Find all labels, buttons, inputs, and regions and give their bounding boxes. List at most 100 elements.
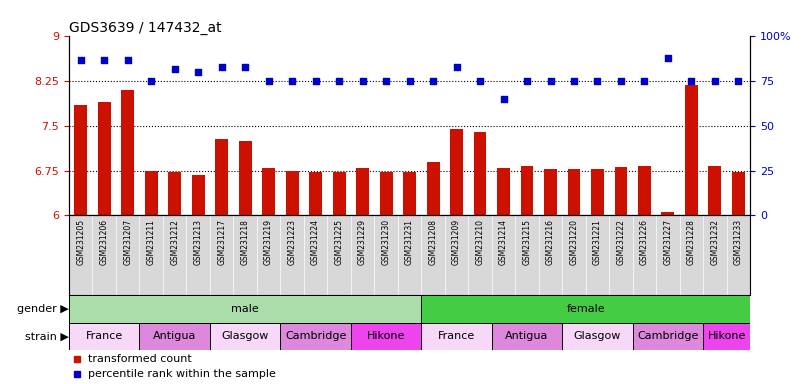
Bar (403, 172, 416, 215)
Bar (491, 323, 562, 350)
Text: Glasgow: Glasgow (221, 331, 268, 341)
Text: GSM231220: GSM231220 (569, 219, 578, 265)
Bar (497, 167, 510, 215)
Text: percentile rank within the sample: percentile rank within the sample (88, 369, 276, 379)
Text: female: female (566, 304, 605, 314)
Bar (144, 170, 157, 215)
Text: male: male (231, 304, 259, 314)
Point (121, 57, 134, 63)
Bar (351, 323, 421, 350)
Point (285, 78, 298, 84)
Text: Hikone: Hikone (367, 331, 406, 341)
Point (144, 78, 157, 84)
Text: France: France (85, 331, 122, 341)
Point (497, 96, 510, 102)
Bar (568, 169, 581, 215)
Point (615, 78, 628, 84)
Bar (121, 90, 134, 215)
Point (568, 78, 581, 84)
Bar (591, 169, 604, 215)
Text: Glasgow: Glasgow (574, 331, 621, 341)
Text: GSM231209: GSM231209 (452, 219, 461, 265)
Text: GSM231225: GSM231225 (335, 219, 344, 265)
Point (732, 78, 745, 84)
Point (309, 78, 322, 84)
Bar (285, 171, 298, 215)
Text: GSM231227: GSM231227 (663, 219, 672, 265)
Text: GSM231222: GSM231222 (616, 219, 625, 265)
Text: GSM231223: GSM231223 (288, 219, 297, 265)
Bar (210, 323, 281, 350)
Text: GSM231229: GSM231229 (358, 219, 367, 265)
Text: GSM231211: GSM231211 (147, 219, 156, 265)
Bar (709, 166, 722, 215)
Point (544, 78, 557, 84)
Text: GDS3639 / 147432_at: GDS3639 / 147432_at (69, 22, 221, 35)
Point (97, 57, 110, 63)
Bar (562, 323, 633, 350)
Text: GSM231232: GSM231232 (710, 219, 719, 265)
Bar (380, 172, 393, 215)
Point (380, 78, 393, 84)
Bar (474, 132, 487, 215)
Text: Hikone: Hikone (707, 331, 746, 341)
Text: GSM231217: GSM231217 (217, 219, 226, 265)
Point (333, 78, 345, 84)
Bar (615, 167, 628, 215)
Text: GSM231207: GSM231207 (123, 219, 132, 265)
Point (450, 64, 463, 70)
Text: GSM231233: GSM231233 (734, 219, 743, 265)
Point (238, 64, 251, 70)
Text: GSM231224: GSM231224 (311, 219, 320, 265)
Bar (732, 172, 744, 215)
Point (521, 78, 534, 84)
Text: Cambridge: Cambridge (285, 331, 346, 341)
Text: France: France (438, 331, 475, 341)
Point (74, 57, 87, 63)
Bar (450, 129, 463, 215)
Text: gender ▶: gender ▶ (17, 304, 69, 314)
Bar (421, 323, 491, 350)
Bar (421, 295, 750, 323)
Text: GSM231206: GSM231206 (100, 219, 109, 265)
Text: GSM231219: GSM231219 (264, 219, 273, 265)
Bar (521, 166, 534, 215)
Bar (238, 141, 251, 215)
Bar (685, 85, 698, 215)
Text: Antigua: Antigua (153, 331, 196, 341)
Bar (309, 172, 322, 215)
Text: GSM231218: GSM231218 (241, 219, 250, 265)
Text: GSM231208: GSM231208 (428, 219, 438, 265)
Point (403, 78, 416, 84)
Bar (333, 172, 345, 215)
Text: Antigua: Antigua (505, 331, 549, 341)
Bar (139, 323, 210, 350)
Bar (69, 295, 421, 323)
Bar (703, 323, 750, 350)
Bar (168, 172, 181, 215)
Bar (662, 212, 675, 215)
Point (662, 55, 675, 61)
Bar (281, 323, 351, 350)
Bar (262, 167, 275, 215)
Text: strain ▶: strain ▶ (25, 331, 69, 341)
Point (168, 66, 181, 72)
Text: GSM231226: GSM231226 (640, 219, 649, 265)
Point (638, 78, 651, 84)
Bar (638, 166, 651, 215)
Point (262, 78, 275, 84)
Bar (97, 102, 110, 215)
Bar (427, 162, 440, 215)
Point (427, 78, 440, 84)
Point (474, 78, 487, 84)
Text: GSM231216: GSM231216 (546, 219, 555, 265)
Point (356, 78, 369, 84)
Text: GSM231210: GSM231210 (475, 219, 484, 265)
Point (191, 69, 204, 75)
Text: GSM231215: GSM231215 (522, 219, 531, 265)
Text: GSM231205: GSM231205 (76, 219, 85, 265)
Text: transformed count: transformed count (88, 354, 191, 364)
Text: GSM231231: GSM231231 (405, 219, 414, 265)
Bar (75, 105, 87, 215)
Text: GSM231213: GSM231213 (194, 219, 203, 265)
